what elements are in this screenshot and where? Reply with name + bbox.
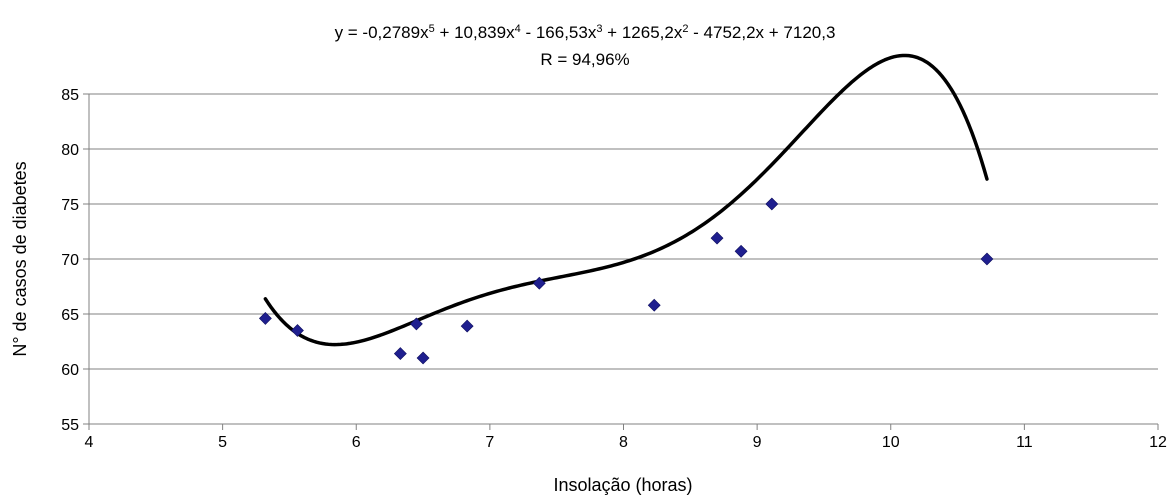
- chart-title-r-value: R = 94,96%: [540, 50, 629, 69]
- y-tick-label: 85: [61, 87, 79, 104]
- x-tick-label: 7: [485, 434, 494, 451]
- data-points: [258, 197, 994, 365]
- x-tick-label: 9: [753, 434, 762, 451]
- y-tick-label: 70: [61, 252, 79, 269]
- x-tick-label: 6: [352, 434, 361, 451]
- x-tick-label: 5: [218, 434, 227, 451]
- x-tick-label: 8: [619, 434, 628, 451]
- axes: [83, 93, 1159, 430]
- polynomial-trendline: [263, 53, 989, 347]
- data-point: [532, 276, 546, 290]
- data-point: [258, 311, 272, 325]
- x-axis-title: Insolação (horas): [553, 475, 692, 495]
- y-tick-label: 60: [61, 362, 79, 379]
- y-tick-label: 80: [61, 142, 79, 159]
- x-tick-label: 4: [85, 434, 94, 451]
- data-point: [734, 244, 748, 258]
- tick-labels: 55 60 65 70 75 80 85 4 5 6 7 8 9 10 11 12: [61, 87, 1167, 451]
- data-point: [409, 317, 423, 331]
- y-axis-title: N° de casos de diabetes: [10, 161, 30, 356]
- grid-lines: [89, 93, 1158, 425]
- y-tick-label: 65: [61, 307, 79, 324]
- x-tick-label: 10: [882, 434, 900, 451]
- y-tick-label: 55: [61, 417, 79, 434]
- x-tick-label: 12: [1149, 434, 1167, 451]
- data-point: [393, 347, 407, 361]
- data-point: [765, 197, 779, 211]
- data-point: [416, 351, 430, 365]
- data-point: [460, 319, 474, 333]
- x-tick-label: 11: [1016, 434, 1033, 451]
- chart-title-equation: y = -0,2789x5 + 10,839x4 - 166,53x3 + 12…: [335, 23, 836, 42]
- trendline-layer: [263, 53, 989, 347]
- data-point: [980, 252, 994, 266]
- y-tick-label: 75: [61, 197, 79, 214]
- data-point: [291, 324, 304, 337]
- data-point: [710, 231, 724, 245]
- data-point: [647, 298, 661, 312]
